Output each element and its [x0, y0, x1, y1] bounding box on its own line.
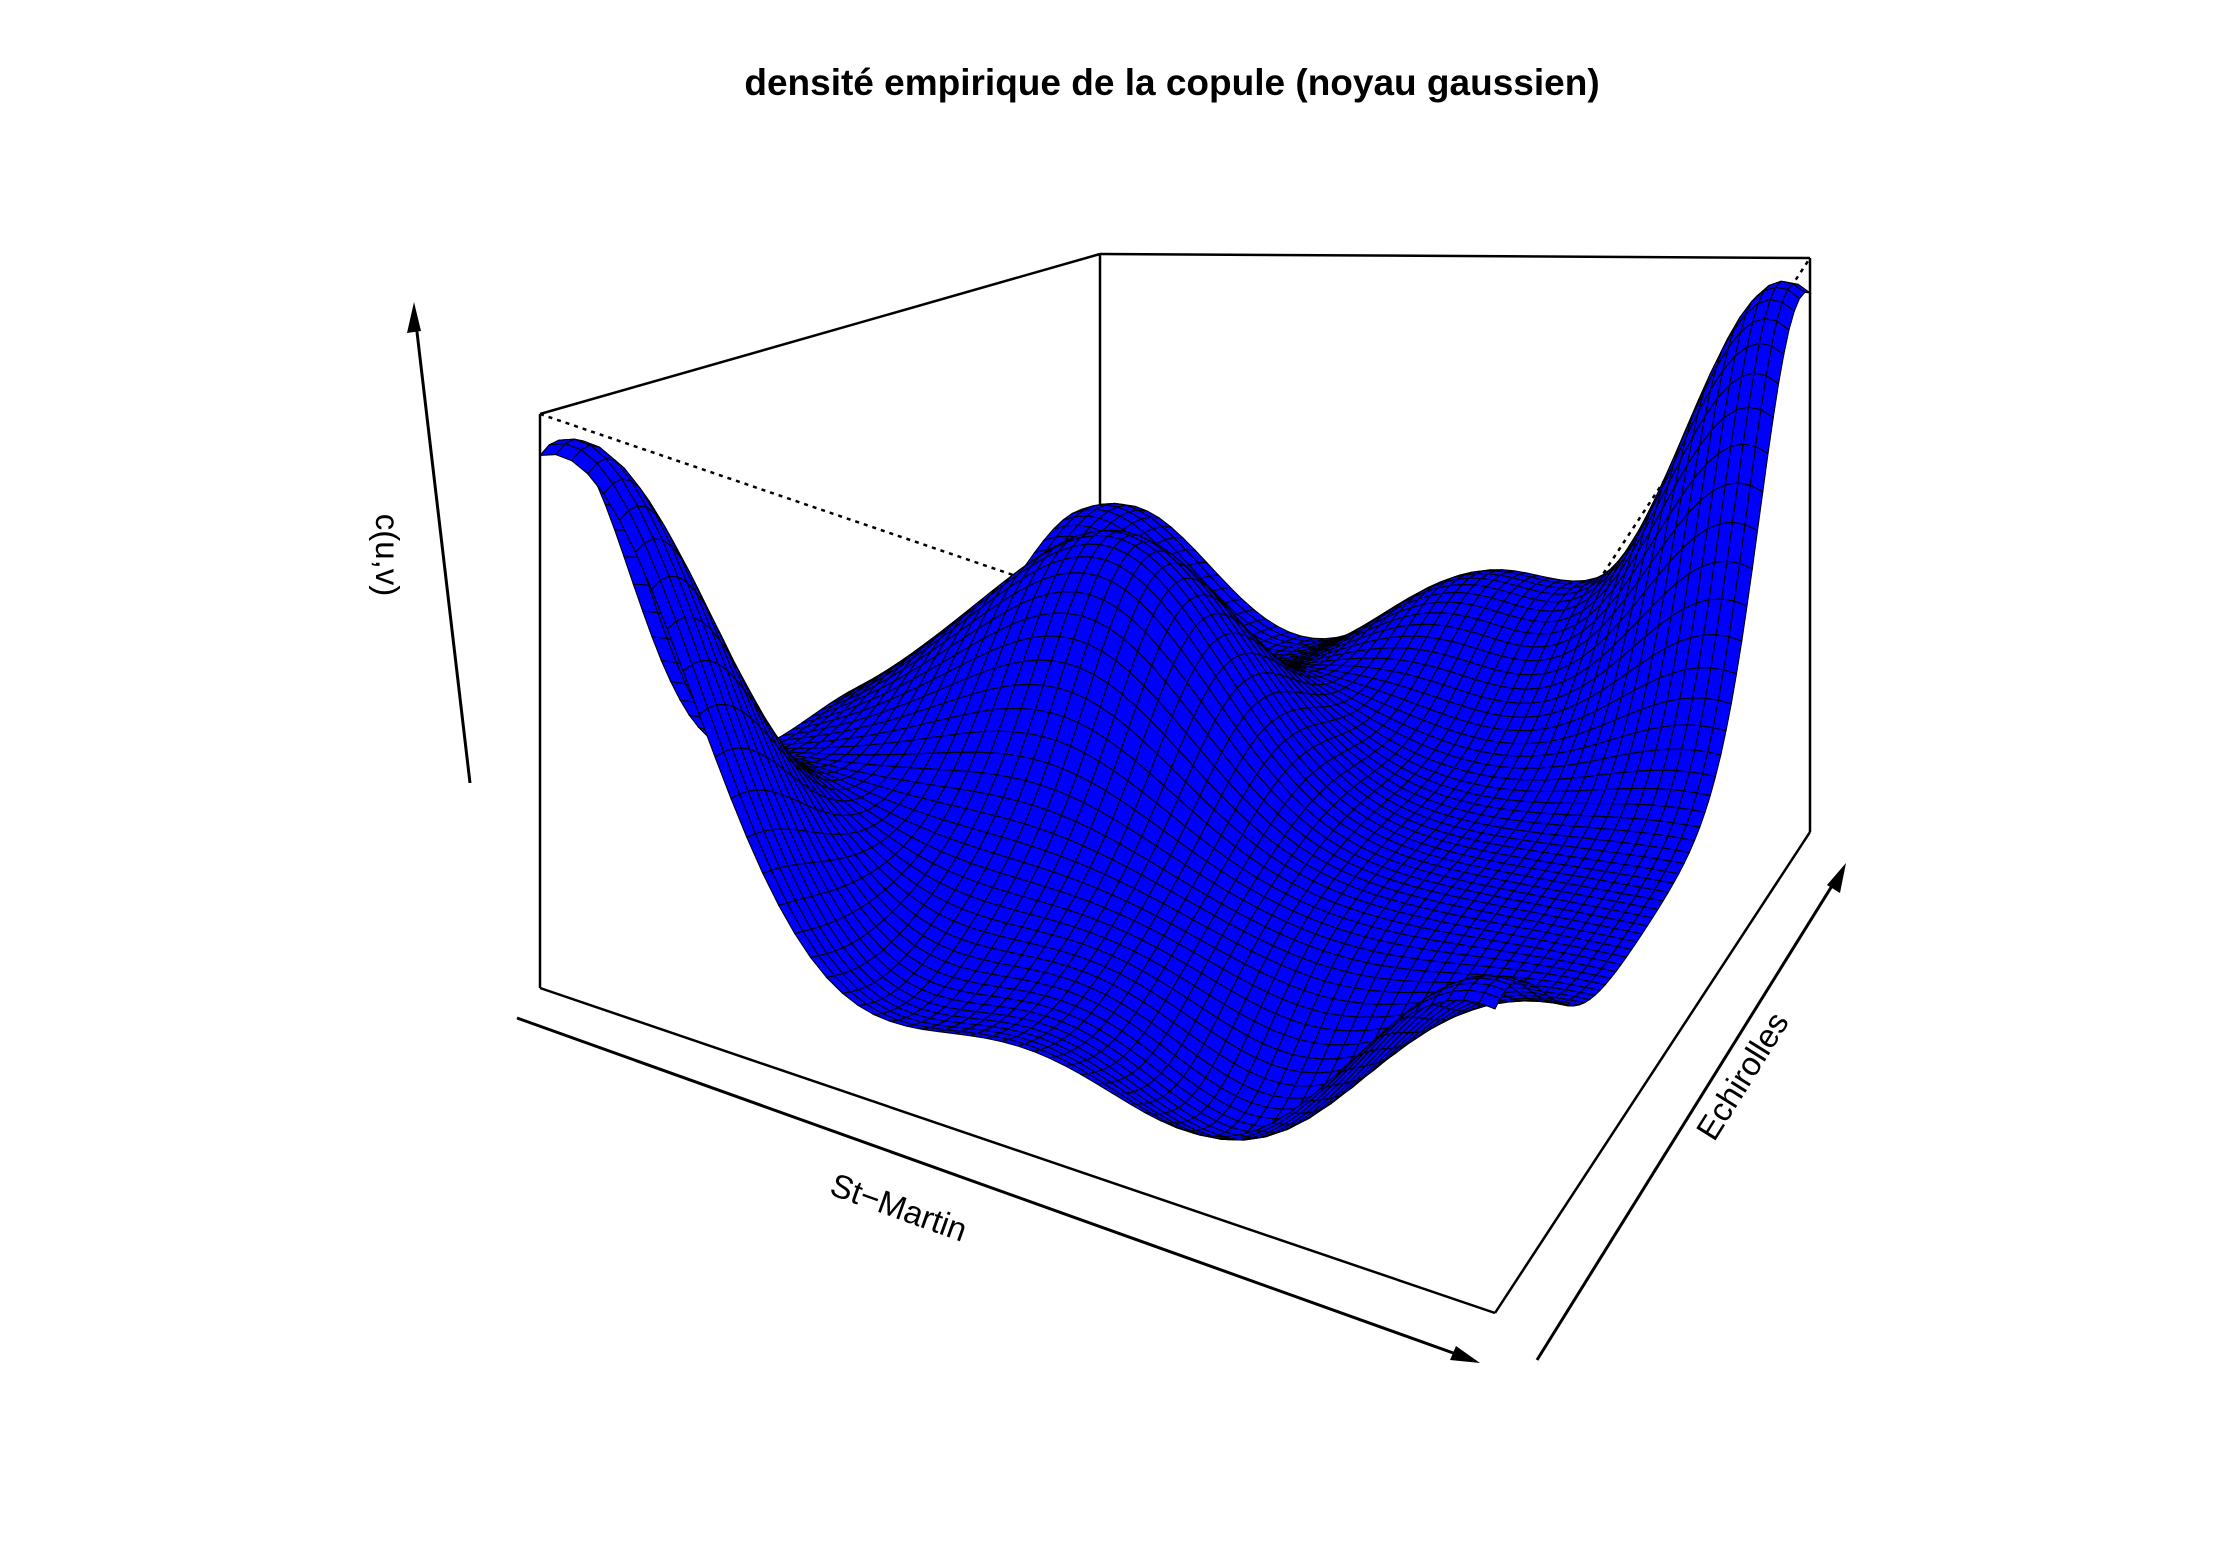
chart-title: densité empirique de la copule (noyau ga… — [744, 62, 1599, 103]
y-axis-arrow — [1535, 863, 1846, 1361]
z-axis-arrow — [407, 302, 472, 784]
x-axis-label: St−Martin — [826, 1166, 972, 1249]
box-edge — [1099, 252, 1811, 260]
y-axis-label: Echirolles — [1689, 1005, 1796, 1146]
density-surface — [538, 280, 1812, 1141]
box-edge — [539, 252, 1101, 416]
x-axis-arrow — [516, 1016, 1480, 1363]
box-edge — [1493, 831, 1812, 1314]
box-edge — [539, 986, 1496, 1315]
z-axis-label: c(u,v) — [369, 514, 406, 597]
surface-facet — [1478, 991, 1502, 1010]
